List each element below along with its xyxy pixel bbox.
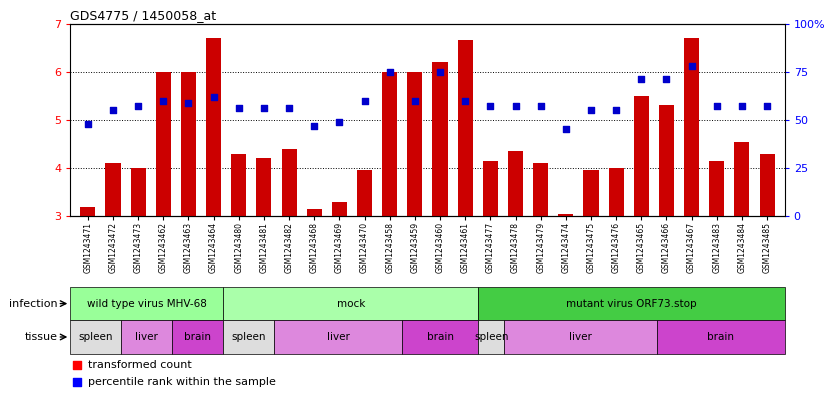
Point (71, 379, 84, 385)
Bar (306, 209, 322, 216)
Bar (659, 105, 674, 216)
Bar (274, 320, 402, 354)
Point (685, 63, 698, 69)
Bar (70, 287, 223, 320)
Bar (181, 72, 196, 216)
Bar (504, 320, 657, 354)
Point (383, 68, 396, 75)
Point (157, 97, 170, 104)
Bar (634, 96, 649, 216)
Point (71, 362, 84, 368)
Point (207, 94, 221, 100)
Text: infection: infection (9, 299, 58, 309)
Text: tissue: tissue (25, 332, 58, 342)
Text: spleen: spleen (231, 332, 266, 342)
Bar (583, 171, 599, 216)
Bar (508, 151, 523, 216)
Text: percentile rank within the sample: percentile rank within the sample (88, 377, 276, 387)
Point (131, 103, 145, 110)
Text: spleen: spleen (78, 332, 113, 342)
Text: liver: liver (569, 332, 592, 342)
Bar (282, 149, 297, 216)
Text: liver: liver (327, 332, 349, 342)
Point (458, 97, 472, 104)
Bar (256, 158, 272, 216)
Point (735, 103, 748, 110)
Text: wild type virus MHV-68: wild type virus MHV-68 (87, 299, 206, 309)
Bar (458, 40, 472, 216)
Text: mutant virus ORF73.stop: mutant virus ORF73.stop (567, 299, 697, 309)
Bar (70, 320, 121, 354)
Bar (433, 62, 448, 216)
Point (634, 76, 648, 83)
Bar (478, 320, 504, 354)
Point (333, 119, 346, 125)
Text: brain: brain (184, 332, 211, 342)
Point (81, 121, 94, 127)
Point (584, 107, 597, 113)
Point (107, 107, 120, 113)
Bar (657, 320, 785, 354)
Point (434, 68, 447, 75)
Point (307, 123, 320, 129)
Text: transformed count: transformed count (88, 360, 192, 370)
Text: brain: brain (707, 332, 734, 342)
Bar (402, 320, 478, 354)
Bar (121, 320, 173, 354)
Bar (131, 168, 145, 216)
Point (610, 107, 623, 113)
Point (358, 97, 371, 104)
Point (660, 76, 673, 83)
Bar (106, 163, 121, 216)
Bar (710, 161, 724, 216)
Text: mock: mock (337, 299, 365, 309)
Bar (206, 38, 221, 216)
Bar (80, 207, 95, 216)
Text: liver: liver (135, 332, 159, 342)
Bar (609, 168, 624, 216)
Point (534, 103, 548, 110)
Point (232, 105, 245, 112)
Bar (407, 72, 422, 216)
Point (408, 97, 421, 104)
Point (182, 99, 195, 106)
Bar (478, 287, 785, 320)
Text: GDS4775 / 1450058_at: GDS4775 / 1450058_at (70, 9, 216, 22)
Bar (382, 72, 397, 216)
Point (509, 103, 522, 110)
Bar (156, 72, 171, 216)
Point (761, 103, 774, 110)
Bar (734, 141, 749, 216)
Text: brain: brain (427, 332, 453, 342)
Point (484, 103, 497, 110)
Point (258, 105, 271, 112)
Bar (231, 154, 246, 216)
Bar (223, 287, 478, 320)
Bar (533, 163, 548, 216)
Bar (332, 202, 347, 216)
Bar (357, 171, 372, 216)
Text: spleen: spleen (474, 332, 509, 342)
Point (710, 103, 724, 110)
Bar (760, 154, 775, 216)
Bar (558, 214, 573, 216)
Bar (483, 161, 498, 216)
Point (559, 126, 572, 132)
Bar (173, 320, 223, 354)
Point (282, 105, 296, 112)
Bar (223, 320, 274, 354)
Bar (684, 38, 699, 216)
